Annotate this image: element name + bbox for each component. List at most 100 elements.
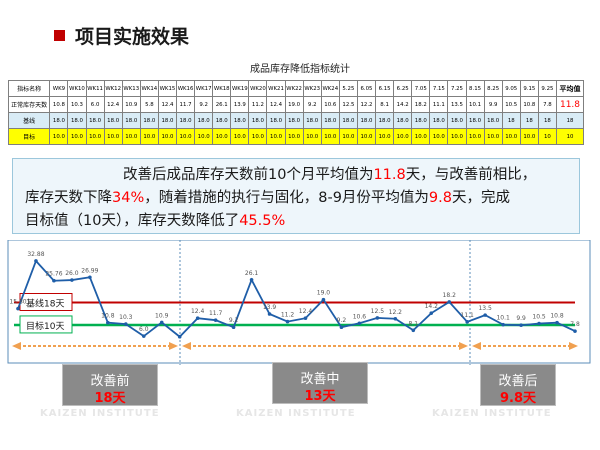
- phase-after-value: 9.8天: [499, 391, 537, 406]
- data-point: [357, 321, 362, 326]
- data-point: [447, 300, 452, 304]
- data-point: [195, 316, 200, 321]
- table-cell: 12.4: [157, 96, 178, 113]
- data-point: [285, 319, 290, 324]
- data-point: [177, 334, 182, 339]
- table-cell: 10.0: [212, 128, 232, 145]
- table-header-cell: WK19: [230, 80, 250, 97]
- phase-during-box: 改善中 13天: [272, 362, 368, 404]
- baseline-label: 基线18天: [26, 298, 64, 310]
- summary-value-4: 45.5%: [239, 213, 286, 229]
- table-cell: 18.0: [194, 112, 214, 129]
- phase-before-value: 18天: [94, 391, 126, 406]
- summary-value-2: 34%: [112, 190, 145, 206]
- table-cell: 18.0: [230, 112, 250, 129]
- data-point: [465, 320, 469, 324]
- table-header-cell: 7.05: [411, 80, 431, 97]
- table-cell: 10.0: [194, 128, 214, 145]
- data-point: [303, 316, 308, 321]
- table-cell: 10.6: [320, 96, 340, 113]
- data-point: [537, 321, 541, 326]
- watermark-3: KAIZEN INSTITUTE: [432, 408, 552, 419]
- table-cell: 10.0: [176, 128, 196, 145]
- table-header-cell: 6.25: [393, 80, 413, 97]
- data-label: 12.4: [191, 308, 205, 315]
- phase-after-arrow-head-right: [569, 342, 578, 350]
- data-point: [411, 328, 416, 333]
- data-point: [555, 320, 559, 325]
- table-cell: 18.0: [248, 112, 268, 129]
- summary-text-3: 库存天数下降: [25, 190, 112, 206]
- table-cell: 18.0: [266, 112, 286, 129]
- data-label: 13.9: [263, 304, 277, 311]
- data-point: [393, 316, 398, 321]
- table-row-label: 目标: [7, 128, 51, 145]
- table-cell: 19.0: [284, 96, 304, 113]
- target-label: 目标10天: [26, 320, 64, 332]
- table-header-cell: WK9: [49, 80, 69, 97]
- table-header-cell: WK13: [121, 80, 141, 97]
- table-cell: 10.0: [356, 128, 377, 145]
- table-cell: 10.0: [49, 128, 69, 145]
- table-cell: 10.0: [320, 128, 340, 145]
- table-cell: 11.1: [429, 96, 449, 113]
- table-header-cell: WK22: [284, 80, 304, 97]
- data-label: 18.2: [443, 292, 457, 299]
- data-label: 10.6: [353, 313, 367, 320]
- table-cell: 18.0: [212, 112, 232, 129]
- table-cell: 9.9: [483, 96, 503, 113]
- table-cell: 11.2: [248, 96, 268, 113]
- data-label: 12.5: [371, 308, 385, 315]
- data-label: 32.88: [27, 251, 44, 258]
- watermark-2: KAIZEN INSTITUTE: [236, 408, 356, 419]
- data-label: 14.2: [425, 303, 439, 310]
- table-row: 正常库存天数 10.8 10.3 6.0 12.4 10.9 5.8 12.4 11.7 9.2 2…: [7, 96, 585, 113]
- table-cell: 18.0: [429, 112, 449, 129]
- table-cell: 18.0: [139, 112, 159, 129]
- data-point: [321, 297, 326, 302]
- summary-value-1: 11.8: [373, 167, 406, 183]
- table-cell: 18.0: [49, 112, 69, 129]
- table-header-cell: WK12: [103, 80, 123, 97]
- table-header-cell: WK10: [67, 80, 87, 97]
- data-label: 11.2: [281, 312, 295, 319]
- watermark-1: KAIZEN INSTITUTE: [40, 408, 160, 419]
- page-title: 项目实施效果: [75, 26, 190, 48]
- table-cell: 18: [537, 112, 557, 129]
- data-point: [375, 316, 380, 320]
- table-cell: 6.0: [85, 96, 105, 113]
- data-point: [339, 325, 344, 329]
- table-cell: 9.2: [302, 96, 322, 113]
- data-point: [106, 320, 110, 325]
- table-cell: 10.0: [338, 128, 358, 145]
- summary-value-3: 9.8: [428, 190, 452, 206]
- table-header-cell: WK15: [157, 80, 178, 97]
- table-cell: 18.0: [356, 112, 377, 129]
- table-header-cell: WK14: [139, 80, 159, 97]
- data-point: [141, 334, 146, 338]
- data-label: 11.1: [461, 312, 475, 319]
- data-point: [501, 322, 505, 327]
- table-cell: 10.3: [67, 96, 87, 113]
- table-header-cell: 6.05: [356, 80, 377, 97]
- phase-during-label: 改善中: [300, 372, 340, 387]
- table-header-cell: 指标名称: [7, 80, 51, 97]
- table-cell: 10.0: [483, 128, 503, 145]
- table-cell: 18.0: [465, 112, 485, 129]
- table-cell: 10.0: [501, 128, 521, 145]
- table-cell: 18: [501, 112, 521, 129]
- data-point: [70, 278, 74, 282]
- title-bullet: [54, 30, 65, 41]
- data-point: [573, 329, 577, 333]
- data-label: 9.2: [337, 317, 347, 324]
- table-cell: 10.0: [429, 128, 449, 145]
- table-cell: 18.0: [447, 112, 467, 129]
- data-label: 6.0: [139, 326, 149, 333]
- table-cell: 13.9: [230, 96, 250, 113]
- table-cell: 7.8: [537, 96, 557, 113]
- data-label: 13.5: [478, 305, 492, 312]
- table-cell: 10.0: [67, 128, 87, 145]
- phase-after-arrow-head-left: [472, 342, 481, 350]
- table-row: 目标 10.0 10.0 10.0 10.0 10.0 10.0 10.0 10.0 10.0 10…: [7, 128, 585, 145]
